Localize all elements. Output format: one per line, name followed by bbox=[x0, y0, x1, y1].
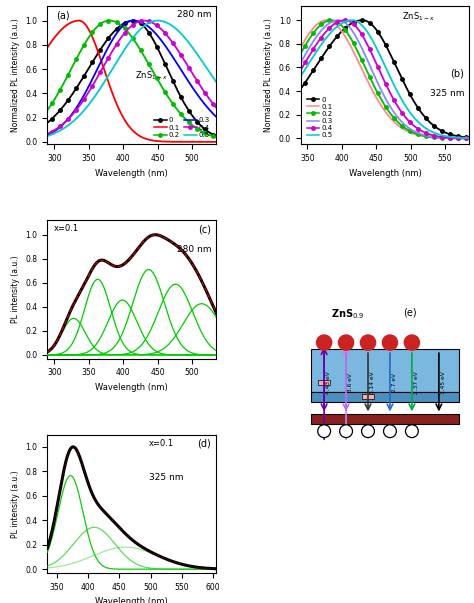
Legend: 0, 0.1, 0.2, 0.3, 0.4, 0.5: 0, 0.1, 0.2, 0.3, 0.4, 0.5 bbox=[151, 115, 213, 141]
Text: (a): (a) bbox=[56, 10, 70, 20]
Text: ZnS$_{1-x}$: ZnS$_{1-x}$ bbox=[402, 10, 435, 23]
Text: 3.14 eV: 3.14 eV bbox=[370, 371, 375, 394]
Text: (e): (e) bbox=[403, 307, 417, 317]
Text: ZnS$_{1-x}$: ZnS$_{1-x}$ bbox=[135, 69, 168, 82]
Circle shape bbox=[383, 335, 398, 350]
Text: 280 nm: 280 nm bbox=[177, 245, 211, 254]
Circle shape bbox=[338, 335, 354, 350]
Text: 3.6 eV: 3.6 eV bbox=[348, 373, 353, 392]
Text: 325 nm: 325 nm bbox=[430, 89, 464, 98]
Text: x=0.1: x=0.1 bbox=[149, 439, 174, 448]
Y-axis label: PL intensity (a.u.): PL intensity (a.u.) bbox=[11, 470, 20, 537]
X-axis label: Wavelength (nm): Wavelength (nm) bbox=[348, 169, 421, 177]
Circle shape bbox=[340, 425, 353, 438]
Circle shape bbox=[404, 335, 419, 350]
Circle shape bbox=[362, 425, 374, 438]
X-axis label: Wavelength (nm): Wavelength (nm) bbox=[95, 597, 168, 603]
Text: 4.43 eV: 4.43 eV bbox=[326, 371, 331, 394]
Text: 280 nm: 280 nm bbox=[177, 10, 211, 19]
Text: 2.7 eV: 2.7 eV bbox=[392, 373, 397, 392]
Bar bbox=[310, 414, 459, 423]
Y-axis label: Normalized PL intensity (a.u.): Normalized PL intensity (a.u.) bbox=[264, 18, 273, 132]
Circle shape bbox=[383, 425, 396, 438]
Text: 3.45 eV: 3.45 eV bbox=[441, 371, 446, 394]
X-axis label: Wavelength (nm): Wavelength (nm) bbox=[95, 169, 168, 177]
Bar bbox=[318, 380, 330, 385]
Y-axis label: PL intensity (a.u.): PL intensity (a.u.) bbox=[11, 256, 20, 323]
Legend: 0, 0.1, 0.2, 0.3, 0.4, 0.5: 0, 0.1, 0.2, 0.3, 0.4, 0.5 bbox=[304, 94, 336, 141]
Text: x=0.1: x=0.1 bbox=[54, 224, 79, 233]
Bar bbox=[310, 349, 459, 391]
Text: (c): (c) bbox=[198, 224, 211, 235]
Text: 2.37 eV: 2.37 eV bbox=[414, 371, 419, 394]
Circle shape bbox=[405, 425, 418, 438]
Y-axis label: Normalized PL intensity (a.u.): Normalized PL intensity (a.u.) bbox=[11, 18, 20, 132]
Text: 325 nm: 325 nm bbox=[149, 473, 183, 482]
Bar bbox=[310, 391, 459, 402]
Circle shape bbox=[360, 335, 375, 350]
X-axis label: Wavelength (nm): Wavelength (nm) bbox=[95, 383, 168, 392]
Bar bbox=[362, 394, 374, 399]
Text: ZnS$_{0.9}$: ZnS$_{0.9}$ bbox=[331, 307, 365, 321]
Text: (b): (b) bbox=[450, 68, 464, 78]
Text: (d): (d) bbox=[197, 439, 211, 449]
Circle shape bbox=[317, 335, 332, 350]
Circle shape bbox=[318, 425, 330, 438]
